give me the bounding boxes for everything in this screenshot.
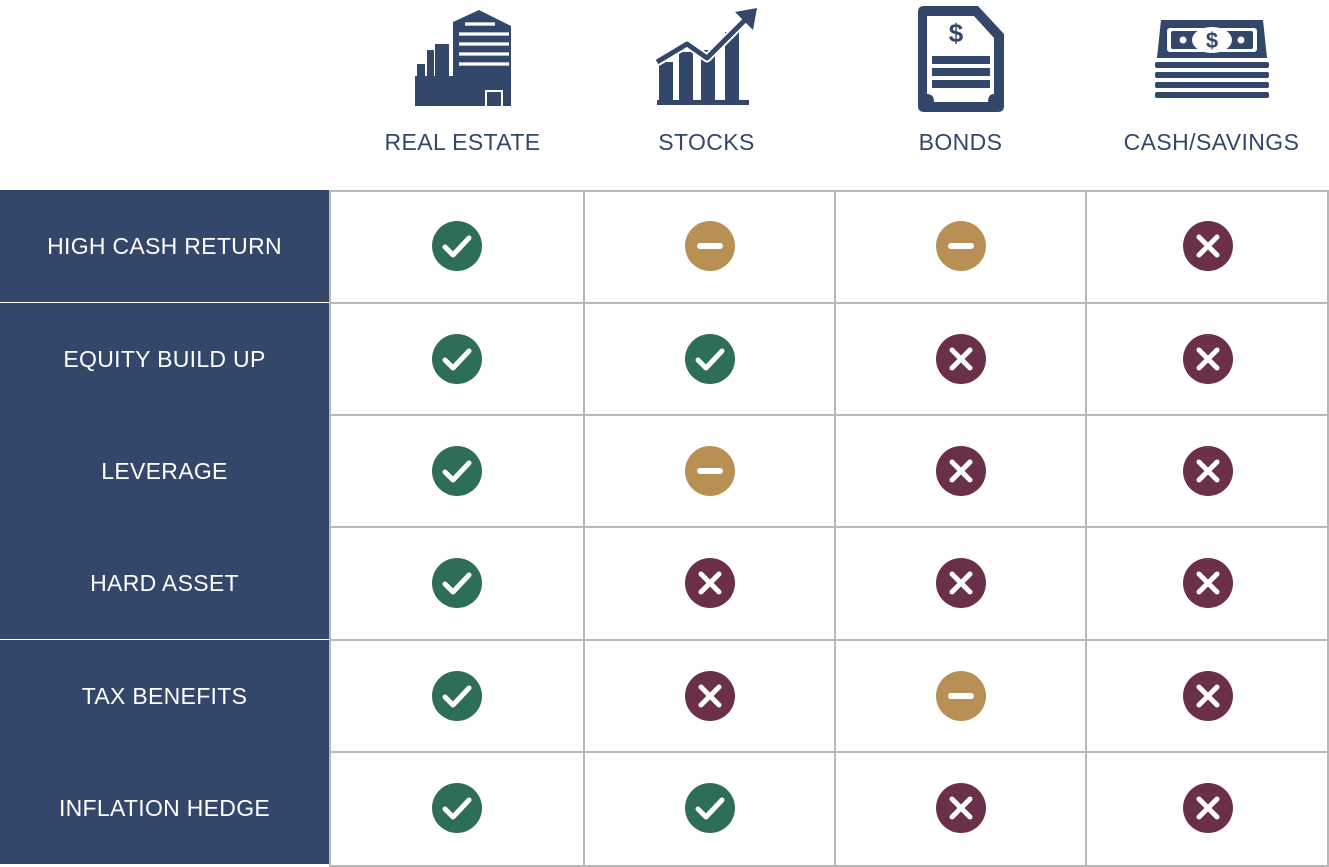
table-cell-yes	[585, 752, 834, 864]
grid-horizontal-line	[329, 639, 1329, 641]
svg-text:$: $	[1205, 28, 1217, 53]
stock-growth-chart-icon	[581, 6, 832, 112]
minus-icon	[684, 221, 735, 271]
x-icon	[1183, 446, 1233, 496]
comparison-table: HIGH CASH RETURN EQUITY BUILD UP LEVERAGE H…	[0, 190, 1329, 867]
table-cell-partial	[836, 640, 1085, 752]
grid-horizontal-line	[329, 302, 1329, 304]
column-label-cash-savings: CASH/SAVINGS	[1123, 129, 1300, 155]
row-label: EQUITY BUILD UP	[0, 303, 329, 415]
check-icon	[684, 783, 735, 833]
table-cell-partial	[585, 415, 834, 527]
table-cell-no	[1087, 415, 1329, 527]
x-icon	[1183, 558, 1233, 608]
grid-horizontal-line	[329, 865, 1329, 867]
column-header-cash-savings: $ CASH/SAVINGS	[1086, 0, 1329, 190]
table-cell-no	[1087, 303, 1329, 415]
x-icon	[684, 671, 735, 721]
grid-horizontal-line	[329, 526, 1329, 528]
check-icon	[432, 558, 482, 608]
x-icon	[1183, 334, 1233, 384]
cash-stack-icon: $	[1086, 6, 1329, 112]
table-cell-partial	[585, 190, 834, 302]
table-cell-no	[836, 303, 1085, 415]
x-icon	[1183, 671, 1233, 721]
table-cell-yes	[331, 527, 583, 639]
minus-icon	[935, 671, 986, 721]
grid-vertical-line	[1327, 190, 1329, 867]
table-cell-no	[836, 527, 1085, 639]
x-icon	[1183, 783, 1233, 833]
row-label: INFLATION HEDGE	[0, 752, 329, 864]
x-icon	[1183, 221, 1233, 271]
table-cell-no	[1087, 527, 1329, 639]
check-icon	[684, 334, 735, 384]
check-icon	[432, 221, 482, 271]
x-icon	[935, 446, 986, 496]
check-icon	[432, 446, 482, 496]
x-icon	[935, 783, 986, 833]
table-cell-yes	[331, 640, 583, 752]
table-cell-no	[585, 640, 834, 752]
check-icon	[432, 671, 482, 721]
grid-vertical-line	[834, 190, 836, 867]
column-label-real-estate: REAL ESTATE	[384, 129, 541, 155]
column-label-bonds: BONDS	[918, 129, 1003, 155]
grid-horizontal-line	[329, 190, 1329, 192]
minus-icon	[684, 446, 735, 496]
svg-text:$: $	[948, 18, 963, 48]
column-header-stocks: STOCKS	[581, 0, 832, 190]
building-icon	[337, 6, 588, 112]
table-cell-no	[1087, 752, 1329, 864]
bond-certificate-icon: $	[835, 6, 1086, 112]
row-label: LEVERAGE	[0, 415, 329, 527]
table-cell-no	[1087, 190, 1329, 302]
minus-icon	[935, 221, 986, 271]
x-icon	[684, 558, 735, 608]
check-icon	[432, 783, 482, 833]
grid-vertical-line	[1085, 190, 1087, 867]
table-cell-no	[585, 527, 834, 639]
row-label: HARD ASSET	[0, 527, 329, 639]
table-cell-partial	[836, 190, 1085, 302]
x-icon	[935, 334, 986, 384]
row-label: TAX BENEFITS	[0, 640, 329, 752]
column-header-bonds: $ BONDS	[835, 0, 1086, 190]
x-icon	[935, 558, 986, 608]
table-cell-yes	[331, 190, 583, 302]
column-header-real-estate: REAL ESTATE	[337, 0, 588, 190]
table-cell-yes	[331, 752, 583, 864]
table-cell-yes	[331, 303, 583, 415]
table-cell-no	[1087, 640, 1329, 752]
row-label: HIGH CASH RETURN	[0, 190, 329, 302]
column-label-stocks: STOCKS	[658, 129, 755, 155]
grid-vertical-line	[329, 190, 331, 867]
table-cell-no	[836, 415, 1085, 527]
table-cell-yes	[585, 303, 834, 415]
table-cell-yes	[331, 415, 583, 527]
grid-horizontal-line	[329, 414, 1329, 416]
check-icon	[432, 334, 482, 384]
grid-horizontal-line	[329, 751, 1329, 753]
table-cell-no	[836, 752, 1085, 864]
grid-vertical-line	[583, 190, 585, 867]
